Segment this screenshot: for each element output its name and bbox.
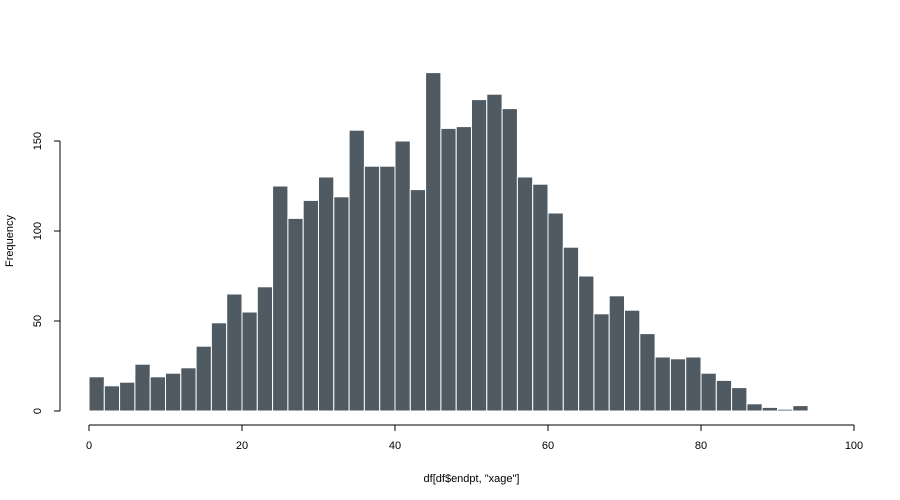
histogram-bar — [256, 286, 274, 412]
histogram-bar — [149, 376, 166, 412]
histogram-bar — [532, 183, 549, 412]
histogram-bar — [547, 212, 564, 412]
histogram-bar — [624, 309, 641, 412]
y-axis-ticks: 0 50 100 150 — [32, 132, 60, 414]
histogram-bar — [639, 333, 656, 412]
x-tick-label: 20 — [236, 440, 248, 452]
histogram-bar — [318, 176, 335, 412]
y-tick-label: 100 — [32, 222, 44, 240]
histogram-bar — [715, 379, 733, 412]
x-tick-label: 80 — [695, 440, 707, 452]
histogram-bar — [409, 189, 427, 412]
histogram-bar — [654, 356, 671, 412]
histogram-bar — [241, 311, 258, 412]
histogram-bar — [103, 385, 121, 412]
histogram-bar — [287, 217, 304, 412]
y-tick-label: 50 — [32, 315, 44, 327]
histogram-bar — [669, 358, 687, 412]
histogram-bar — [593, 313, 610, 412]
histogram-bar — [272, 185, 289, 412]
histogram-bar — [501, 108, 518, 412]
y-tick-label: 150 — [32, 132, 44, 150]
histogram-bar — [425, 72, 442, 412]
histogram-bar — [134, 363, 151, 412]
histogram-bar — [210, 322, 228, 412]
x-tick-label: 100 — [845, 440, 863, 452]
histogram-bar — [761, 406, 779, 412]
histogram-bar — [486, 93, 503, 412]
x-tick-label: 0 — [86, 440, 92, 452]
histogram-bar — [455, 126, 473, 412]
histogram-bar — [516, 176, 534, 412]
histogram-bar — [226, 293, 243, 412]
histogram-bar — [746, 403, 763, 412]
histogram-bar — [777, 408, 794, 412]
histogram-bar — [302, 199, 320, 412]
x-tick-label: 40 — [389, 440, 401, 452]
x-axis-ticks: 0 20 40 60 80 100 — [86, 425, 863, 452]
bars-group — [88, 72, 809, 412]
histogram-bar — [700, 372, 717, 412]
histogram-bar — [119, 381, 136, 412]
histogram-bar — [379, 165, 396, 412]
y-axis-title: Frequency — [4, 215, 16, 267]
histogram-bar — [348, 129, 365, 412]
histogram-bar — [88, 376, 105, 412]
histogram-bar — [394, 140, 411, 412]
histogram-bar — [471, 99, 488, 412]
histogram-bar — [363, 165, 381, 412]
histogram-bar — [685, 356, 702, 412]
histogram-bar — [440, 127, 457, 412]
histogram-bar — [562, 246, 580, 412]
x-tick-label: 60 — [542, 440, 554, 452]
histogram-bar — [180, 367, 197, 412]
histogram-bar — [333, 196, 350, 412]
histogram-bar — [195, 345, 212, 412]
x-axis-title: df[df$endpt, "xage"] — [424, 473, 520, 485]
histogram-bar — [608, 295, 626, 412]
y-tick-label: 0 — [32, 408, 44, 414]
histogram-bar — [731, 387, 748, 412]
histogram-bar — [792, 405, 809, 412]
histogram-bar — [165, 372, 182, 412]
histogram-bar — [578, 275, 595, 412]
